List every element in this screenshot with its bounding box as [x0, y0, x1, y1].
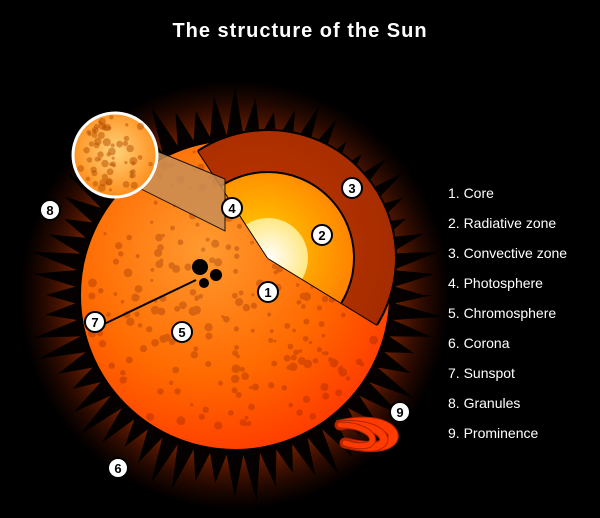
legend-item-7: 7. Sunspot	[448, 358, 567, 388]
marker-6: 6	[107, 457, 129, 479]
diagram-title: The structure of the Sun	[0, 20, 600, 43]
diagram-stage: The structure of the Sun 1. Core2. Radia…	[0, 0, 600, 518]
legend-item-4: 4. Photosphere	[448, 268, 567, 298]
marker-1: 1	[257, 281, 279, 303]
legend: 1. Core2. Radiative zone3. Convective zo…	[448, 178, 567, 448]
legend-item-5: 5. Chromosphere	[448, 298, 567, 328]
marker-2: 2	[311, 224, 333, 246]
marker-5: 5	[171, 321, 193, 343]
marker-7: 7	[84, 311, 106, 333]
marker-4: 4	[221, 197, 243, 219]
legend-item-3: 3. Convective zone	[448, 238, 567, 268]
legend-item-2: 2. Radiative zone	[448, 208, 567, 238]
legend-item-9: 9. Prominence	[448, 418, 567, 448]
marker-8: 8	[39, 199, 61, 221]
legend-item-1: 1. Core	[448, 178, 567, 208]
legend-item-8: 8. Granules	[448, 388, 567, 418]
marker-9: 9	[389, 401, 411, 423]
marker-3: 3	[341, 177, 363, 199]
legend-item-6: 6. Corona	[448, 328, 567, 358]
